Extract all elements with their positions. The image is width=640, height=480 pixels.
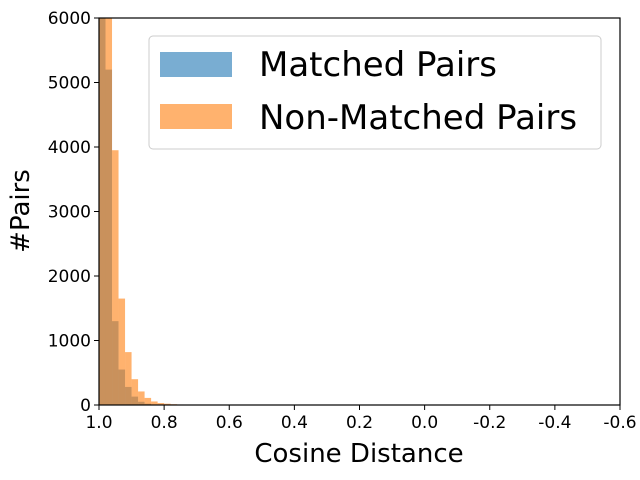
bar-series-1-bin-0: [99, 18, 106, 405]
bar-series-1-bin-5: [131, 379, 139, 405]
y-tick-label-6: 6000: [48, 9, 91, 29]
y-tick-label-5: 5000: [48, 74, 91, 94]
x-tick-label-2: 0.6: [216, 413, 243, 433]
x-tick-label-0: 1.0: [85, 413, 112, 433]
y-tick-label-4: 4000: [48, 138, 91, 158]
legend-label-non-matched-pairs: Non-Matched Pairs: [259, 98, 577, 138]
y-axis-ticks: 0 1000 2000 3000 4000 5000 6000: [48, 9, 99, 416]
x-tick-label-8: -0.6: [603, 413, 636, 433]
legend-label-matched-pairs: Matched Pairs: [259, 45, 497, 85]
x-tick-label-5: 0.0: [411, 413, 438, 433]
legend-swatch-non-matched-pairs: [160, 104, 232, 129]
bar-series-1-bin-3: [118, 298, 126, 405]
x-tick-label-1: 0.8: [151, 413, 178, 433]
x-tick-label-3: 0.4: [281, 413, 308, 433]
bar-series-1-bin-10: [164, 403, 171, 405]
bar-series-1-bin-6: [138, 391, 145, 405]
x-tick-label-6: -0.2: [473, 413, 506, 433]
x-tick-label-7: -0.4: [538, 413, 571, 433]
y-axis-label: #Pairs: [6, 169, 36, 253]
legend-swatch-matched-pairs: [160, 52, 232, 77]
bar-series-1-bin-9: [157, 403, 165, 405]
x-axis-ticks: 1.0 0.8 0.6 0.4 0.2 0.0 -0.2 -0.4 -0.6: [85, 405, 637, 433]
y-tick-label-1: 1000: [48, 332, 91, 352]
bars-layer: [99, 18, 191, 405]
x-axis-label: Cosine Distance: [254, 439, 463, 469]
legend-frame: [148, 35, 602, 150]
x-tick-label-4: 0.2: [346, 413, 373, 433]
bar-series-1-bin-1: [105, 18, 113, 405]
bar-series-1-bin-7: [144, 397, 152, 405]
bar-series-1-bin-4: [125, 352, 132, 405]
bar-series-1-bin-2: [112, 150, 119, 405]
bar-series-1-bin-8: [151, 401, 158, 405]
y-tick-label-0: 0: [80, 396, 91, 416]
legend: Matched Pairs Non-Matched Pairs: [148, 35, 602, 150]
y-tick-label-2: 2000: [48, 267, 91, 287]
y-tick-label-3: 3000: [48, 203, 91, 223]
